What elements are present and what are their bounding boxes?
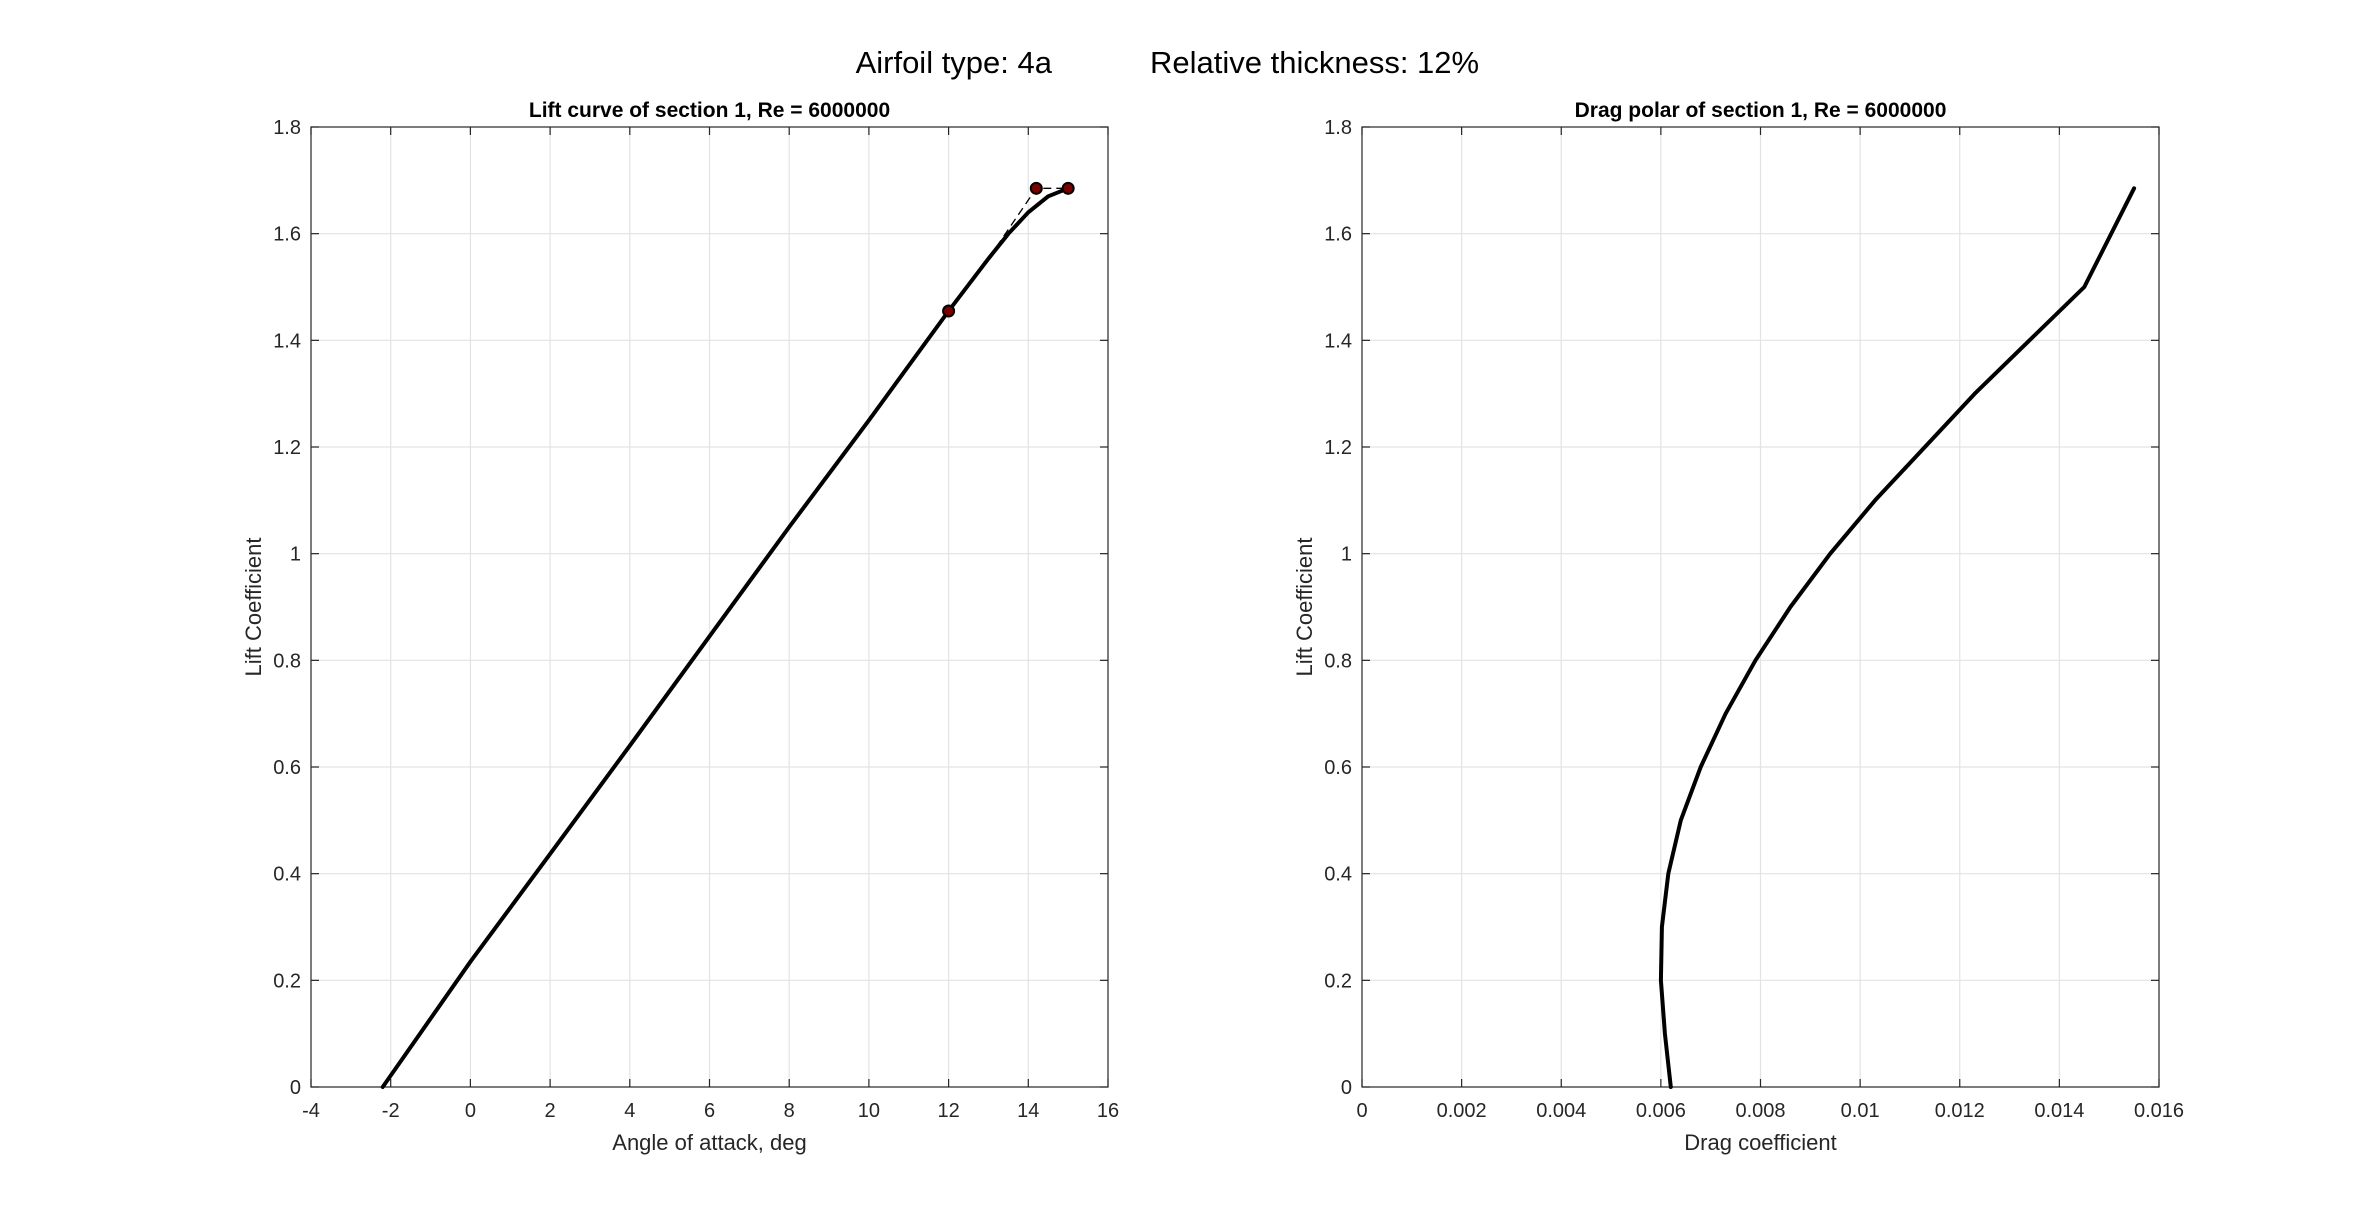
drag-polar-x-tick-label: 0.01 — [1841, 1100, 1880, 1122]
lift-curve-y-tick-label: 0 — [290, 1077, 301, 1099]
lift-curve-y-tick-label: 1.6 — [273, 224, 301, 246]
drag-polar-x-tick-label: 0.002 — [1437, 1100, 1487, 1122]
drag-polar-y-tick-label: 1.6 — [1324, 224, 1352, 246]
lift-curve-y-tick-label: 0.4 — [273, 864, 301, 886]
lift-curve-ticks: -4 -2 0 2 4 6 8 10 12 14 16 0 0.2 0.4 0.6 0.8 1 1.2 1.4 1.6… — [273, 117, 1119, 1122]
lift-curve-y-axis-label: Lift Coefficient — [241, 537, 266, 676]
drag-polar-y-tick-label: 0.2 — [1324, 970, 1352, 992]
lift-curve-y-tick-label: 1.4 — [273, 330, 301, 352]
lift-curve-y-tick-label: 0.6 — [273, 757, 301, 779]
drag-polar-y-tick-label: 1.4 — [1324, 330, 1352, 352]
drag-polar-x-axis-label: Drag coefficient — [1684, 1130, 1836, 1155]
drag-polar-y-tick-label: 0.4 — [1324, 864, 1352, 886]
lift-curve-x-tick-label: 16 — [1097, 1100, 1119, 1122]
lift-curve-y-tick-label: 1 — [290, 544, 301, 566]
drag-polar-grid — [1362, 127, 2159, 1087]
drag-polar-x-tick-label: 0.008 — [1735, 1100, 1785, 1122]
lift-curve-y-tick-label: 0.8 — [273, 650, 301, 672]
drag-polar-y-tick-label: 1.2 — [1324, 437, 1352, 459]
drag-polar-y-axis-label: Lift Coefficient — [1292, 537, 1317, 676]
lift-curve-x-tick-label: 8 — [784, 1100, 795, 1122]
lift-curve-grid — [311, 127, 1108, 1087]
drag-polar-series — [1658, 186, 2137, 1089]
lift-curve-x-tick-label: 14 — [1017, 1100, 1039, 1122]
lift-curve-y-tick-label: 1.2 — [273, 437, 301, 459]
drag-polar-curve-line — [1658, 186, 2137, 1089]
drag-polar-title: Drag polar of section 1, Re = 6000000 — [1575, 99, 1947, 122]
lift-curve-x-tick-label: 6 — [704, 1100, 715, 1122]
drag-polar-x-tick-label: 0 — [1356, 1100, 1367, 1122]
drag-polar-ticks: 0 0.002 0.004 0.006 0.008 0.01 0.012 0.014 0.016… — [1324, 117, 2184, 1122]
drag-polar-y-tick-label: 0 — [1341, 1077, 1352, 1099]
drag-polar-x-tick-label: 0.014 — [2034, 1100, 2084, 1122]
lift-curve-y-tick-label: 1.8 — [273, 117, 301, 139]
lift-curve-axes: -4 -2 0 2 4 6 8 10 12 14 16 0 0.2 0.4 0.6 0.8 1 1.2 1.4 1.6… — [241, 99, 1119, 1155]
lift-curve-data-point-marker — [1061, 181, 1075, 195]
drag-polar-y-tick-label: 0.8 — [1324, 650, 1352, 672]
lift-curve-data-point-marker — [1029, 181, 1043, 195]
drag-polar-x-tick-label: 0.016 — [2134, 1100, 2184, 1122]
drag-polar-y-tick-label: 1 — [1341, 544, 1352, 566]
lift-curve-data-point-marker — [942, 304, 956, 318]
lift-curve-x-tick-label: 2 — [545, 1100, 556, 1122]
lift-curve-x-tick-label: -4 — [302, 1100, 320, 1122]
lift-curve-series — [380, 181, 1075, 1089]
drag-polar-x-tick-label: 0.006 — [1636, 1100, 1686, 1122]
drag-polar-x-tick-label: 0.012 — [1935, 1100, 1985, 1122]
lift-curve-curve-line — [380, 186, 1071, 1089]
lift-curve-x-tick-label: 12 — [937, 1100, 959, 1122]
lift-curve-x-tick-label: 0 — [465, 1100, 476, 1122]
lift-curve-x-tick-label: 10 — [858, 1100, 880, 1122]
drag-polar-axes: 0 0.002 0.004 0.006 0.008 0.01 0.012 0.014 0.016… — [1292, 99, 2184, 1155]
suptitle-airfoil-type: Airfoil type: 4a — [856, 45, 1053, 80]
drag-polar-y-tick-label: 0.6 — [1324, 757, 1352, 779]
drag-polar-y-tick-label: 1.8 — [1324, 117, 1352, 139]
drag-polar-x-tick-label: 0.004 — [1536, 1100, 1586, 1122]
lift-curve-title: Lift curve of section 1, Re = 6000000 — [529, 99, 890, 122]
lift-curve-x-tick-label: 4 — [624, 1100, 635, 1122]
lift-curve-x-tick-label: -2 — [382, 1100, 400, 1122]
lift-curve-y-tick-label: 0.2 — [273, 970, 301, 992]
suptitle-relative-thickness: Relative thickness: 12% — [1150, 45, 1479, 80]
lift-curve-x-axis-label: Angle of attack, deg — [612, 1130, 806, 1155]
